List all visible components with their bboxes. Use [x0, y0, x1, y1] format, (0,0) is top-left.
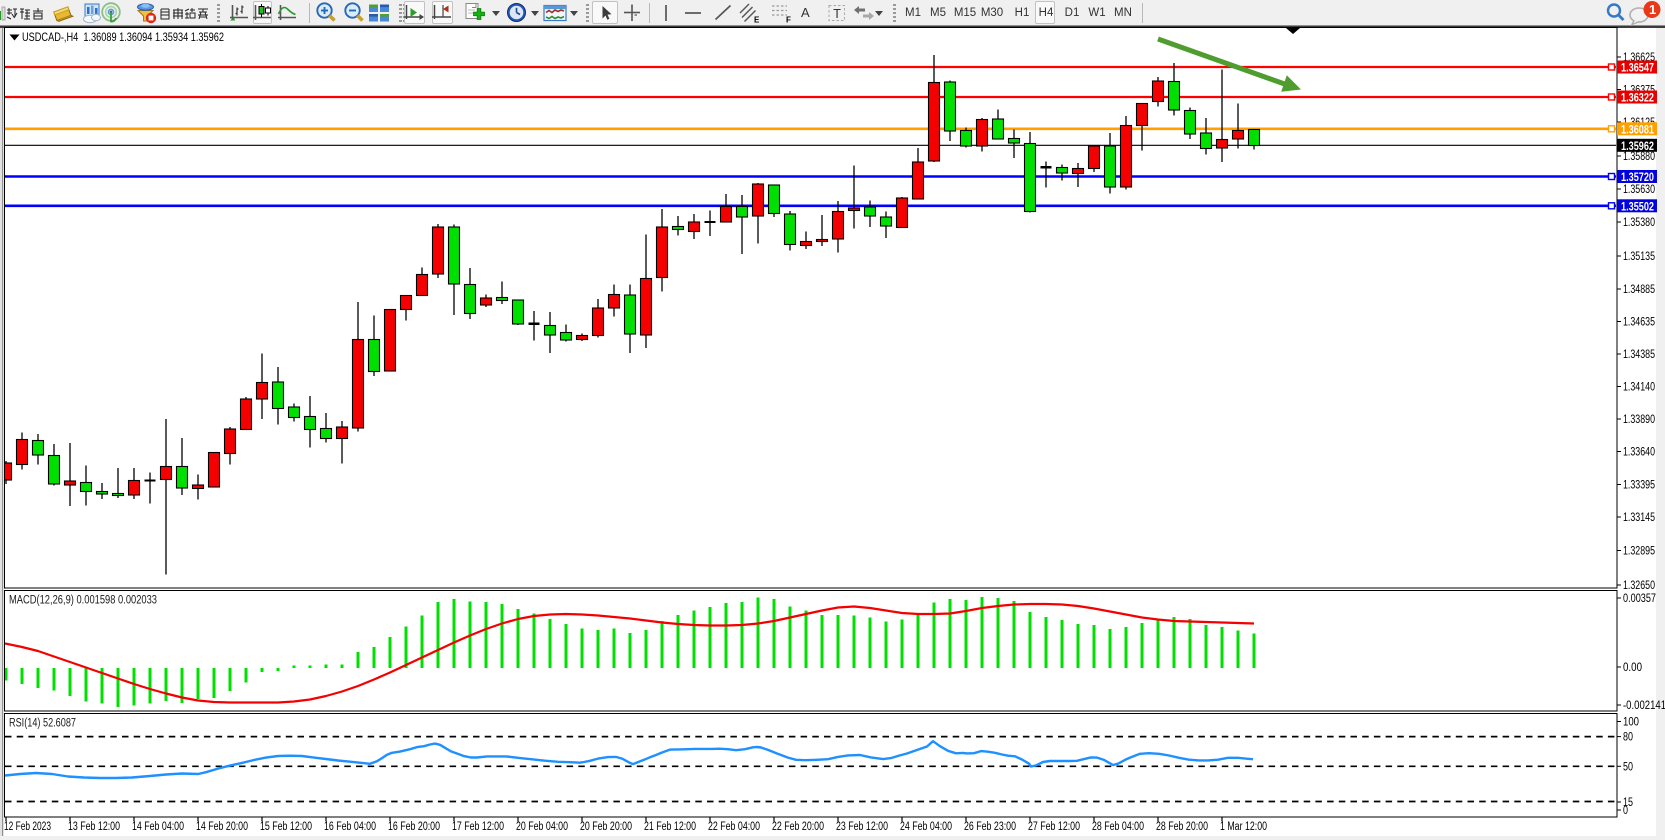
- svg-text:1 Mar 12:00: 1 Mar 12:00: [1220, 821, 1267, 833]
- svg-text:MACD(12,26,9) 0.001598 0.00203: MACD(12,26,9) 0.001598 0.002033: [9, 595, 157, 607]
- svg-text:1.33890: 1.33890: [1623, 414, 1655, 426]
- svg-text:16 Feb 04:00: 16 Feb 04:00: [324, 821, 376, 833]
- svg-text:1.36081: 1.36081: [1621, 124, 1654, 136]
- svg-text:12 Feb 2023: 12 Feb 2023: [4, 821, 51, 833]
- svg-text:T: T: [833, 7, 841, 21]
- svg-text:1.35502: 1.35502: [1621, 201, 1654, 213]
- svg-text:1.35720: 1.35720: [1621, 172, 1654, 184]
- svg-text:28 Feb 04:00: 28 Feb 04:00: [1092, 821, 1144, 833]
- svg-text:1.36547: 1.36547: [1621, 63, 1654, 75]
- svg-text:1.35962: 1.35962: [1621, 141, 1654, 153]
- svg-text:1.33145: 1.33145: [1623, 512, 1655, 524]
- svg-text:15: 15: [1623, 797, 1633, 809]
- svg-text:1.34885: 1.34885: [1623, 284, 1655, 296]
- svg-text:24 Feb 04:00: 24 Feb 04:00: [900, 821, 952, 833]
- svg-text:80: 80: [1623, 732, 1633, 744]
- svg-text:14 Feb 04:00: 14 Feb 04:00: [132, 821, 184, 833]
- svg-text:13 Feb 12:00: 13 Feb 12:00: [68, 821, 120, 833]
- svg-text:14 Feb 20:00: 14 Feb 20:00: [196, 821, 248, 833]
- svg-text:16 Feb 20:00: 16 Feb 20:00: [388, 821, 440, 833]
- svg-text:1.35380: 1.35380: [1623, 217, 1655, 229]
- svg-text:-0.002141: -0.002141: [1623, 700, 1665, 712]
- svg-text:50: 50: [1623, 761, 1633, 773]
- svg-text:0.00357: 0.00357: [1623, 593, 1656, 605]
- svg-text:27 Feb 12:00: 27 Feb 12:00: [1028, 821, 1080, 833]
- svg-text:F: F: [786, 16, 791, 25]
- svg-text:1.32895: 1.32895: [1623, 546, 1655, 558]
- svg-text:21 Feb 12:00: 21 Feb 12:00: [644, 821, 696, 833]
- svg-text:28 Feb 20:00: 28 Feb 20:00: [1156, 821, 1208, 833]
- svg-text:E: E: [754, 16, 760, 25]
- svg-text:20 Feb 04:00: 20 Feb 04:00: [516, 821, 568, 833]
- svg-text:20 Feb 20:00: 20 Feb 20:00: [580, 821, 632, 833]
- svg-text:15 Feb 12:00: 15 Feb 12:00: [260, 821, 312, 833]
- svg-text:22 Feb 20:00: 22 Feb 20:00: [772, 821, 824, 833]
- svg-text:100: 100: [1623, 717, 1639, 729]
- svg-text:1.33640: 1.33640: [1623, 447, 1655, 459]
- svg-text:0.00: 0.00: [1623, 662, 1642, 674]
- svg-text:1.34385: 1.34385: [1623, 349, 1655, 361]
- svg-text:0: 0: [1623, 805, 1628, 817]
- svg-text:1.33395: 1.33395: [1623, 480, 1655, 492]
- svg-text:1.34635: 1.34635: [1623, 317, 1655, 329]
- svg-text:1: 1: [1649, 2, 1656, 17]
- svg-text:23 Feb 12:00: 23 Feb 12:00: [836, 821, 888, 833]
- svg-text:RSI(14) 52.6087: RSI(14) 52.6087: [9, 718, 76, 730]
- svg-text:USDCAD-,H4 1.36089 1.36094 1.: USDCAD-,H4 1.36089 1.36094 1.35934 1.359…: [22, 30, 224, 44]
- svg-text:1.35135: 1.35135: [1623, 251, 1655, 263]
- svg-text:1.36322: 1.36322: [1621, 93, 1654, 105]
- svg-text:26 Feb 23:00: 26 Feb 23:00: [964, 821, 1016, 833]
- svg-text:1.35630: 1.35630: [1623, 184, 1655, 196]
- svg-text:1.32650: 1.32650: [1623, 580, 1655, 592]
- svg-text:1.35880: 1.35880: [1623, 151, 1655, 163]
- svg-text:1.34140: 1.34140: [1623, 382, 1655, 394]
- svg-text:17 Feb 12:00: 17 Feb 12:00: [452, 821, 504, 833]
- svg-text:22 Feb 04:00: 22 Feb 04:00: [708, 821, 760, 833]
